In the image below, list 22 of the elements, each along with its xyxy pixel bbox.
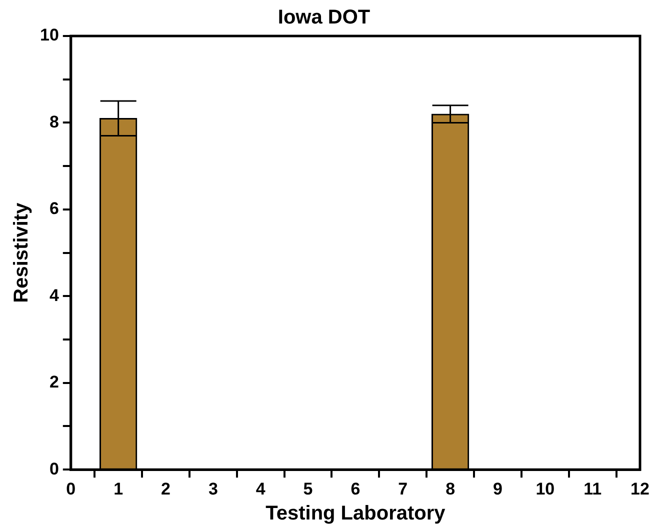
x-tick-label: 1 — [114, 479, 124, 498]
x-tick-label: 0 — [66, 479, 76, 498]
y-tick-label: 6 — [49, 199, 59, 218]
x-tick-label: 12 — [630, 479, 650, 498]
x-tick-label: 9 — [492, 479, 502, 498]
x-tick-label: 2 — [161, 479, 170, 498]
x-tick-label: 3 — [208, 479, 218, 498]
x-tick-label: 7 — [398, 479, 408, 498]
y-tick-label: 10 — [40, 26, 59, 45]
y-tick-label: 8 — [49, 112, 59, 132]
x-tick-label: 4 — [256, 479, 266, 498]
x-tick-label: 11 — [584, 479, 602, 498]
y-axis-title: Resistivity — [10, 202, 33, 303]
x-axis-title: Testing Laboratory — [266, 502, 446, 525]
x-tick-label: 5 — [303, 479, 313, 498]
x-tick-label: 8 — [446, 479, 456, 498]
y-tick-label: 0 — [49, 459, 59, 478]
x-tick-label: 10 — [536, 479, 555, 498]
x-tick-label: 6 — [350, 479, 360, 498]
y-tick-label: 2 — [49, 372, 59, 392]
y-tick-label: 4 — [49, 286, 60, 305]
chart-title: Iowa DOT — [278, 6, 370, 29]
